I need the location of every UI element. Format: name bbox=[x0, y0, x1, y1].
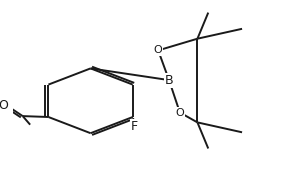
Text: O: O bbox=[176, 107, 184, 118]
Text: O: O bbox=[154, 45, 162, 55]
Text: F: F bbox=[131, 120, 138, 133]
Text: B: B bbox=[165, 74, 173, 87]
Text: O: O bbox=[0, 99, 8, 112]
